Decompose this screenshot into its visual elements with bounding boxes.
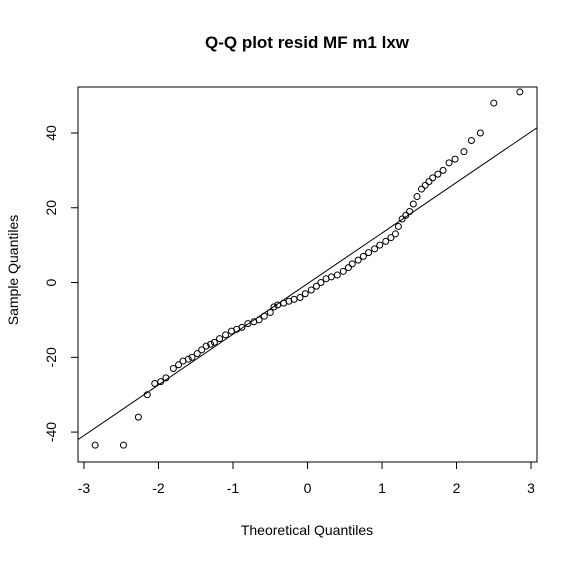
point <box>354 256 362 264</box>
point <box>184 355 192 363</box>
point <box>169 365 177 373</box>
point <box>157 378 165 386</box>
point <box>317 279 325 287</box>
point <box>260 312 268 320</box>
point <box>421 181 429 189</box>
y-tick-label: 40 <box>43 125 59 141</box>
point <box>371 245 379 253</box>
x-tick-label: -1 <box>227 480 240 496</box>
point <box>516 88 524 96</box>
point <box>119 441 127 449</box>
point <box>193 350 201 358</box>
point <box>266 308 274 316</box>
point <box>274 301 282 309</box>
point <box>445 159 453 167</box>
x-tick-label: 0 <box>304 480 312 496</box>
point <box>467 136 475 144</box>
point <box>429 174 437 182</box>
point <box>391 230 399 238</box>
point <box>402 211 410 219</box>
point <box>434 170 442 178</box>
point <box>425 178 433 186</box>
point <box>398 215 406 223</box>
point <box>382 237 390 245</box>
point <box>333 271 341 279</box>
point <box>490 99 498 107</box>
point <box>198 346 206 354</box>
chart-title: Q-Q plot resid MF m1 lxw <box>205 33 410 52</box>
point <box>451 155 459 163</box>
y-tick-label: 20 <box>43 200 59 216</box>
x-tick-label: -2 <box>152 480 165 496</box>
point <box>290 295 298 303</box>
point <box>175 361 183 369</box>
point <box>238 323 246 331</box>
point <box>376 241 384 249</box>
x-axis-label: Theoretical Quantiles <box>241 522 373 538</box>
point <box>216 335 224 343</box>
x-tick-label: 3 <box>527 480 535 496</box>
point <box>151 379 159 387</box>
point <box>460 148 468 156</box>
y-axis-label: Sample Quantiles <box>5 215 21 326</box>
point <box>162 374 170 382</box>
point <box>255 316 263 324</box>
point <box>387 234 395 242</box>
point <box>207 340 215 348</box>
point <box>312 282 320 290</box>
point <box>296 293 304 301</box>
point <box>406 208 414 216</box>
point <box>327 273 335 281</box>
point <box>134 413 142 421</box>
point <box>210 338 218 346</box>
point <box>409 200 417 208</box>
x-tick-label: -3 <box>78 480 91 496</box>
point <box>359 252 367 260</box>
point <box>307 286 315 294</box>
point <box>270 303 278 311</box>
point <box>344 264 352 272</box>
point <box>394 222 402 230</box>
point <box>348 260 356 268</box>
point <box>301 290 309 298</box>
y-tick-label: 0 <box>43 278 59 286</box>
reference-line <box>78 127 537 440</box>
y-tick-label: -40 <box>43 422 59 442</box>
point <box>143 391 151 399</box>
x-tick-label: 2 <box>453 480 461 496</box>
x-tick-label: 1 <box>378 480 386 496</box>
point <box>476 129 484 137</box>
point <box>439 166 447 174</box>
point <box>418 185 426 193</box>
point <box>365 249 373 257</box>
point <box>339 267 347 275</box>
point <box>222 331 230 339</box>
point <box>413 193 421 201</box>
point <box>202 342 210 350</box>
point <box>188 353 196 361</box>
y-tick-label: -20 <box>43 347 59 367</box>
point <box>244 320 252 328</box>
point <box>91 441 99 449</box>
